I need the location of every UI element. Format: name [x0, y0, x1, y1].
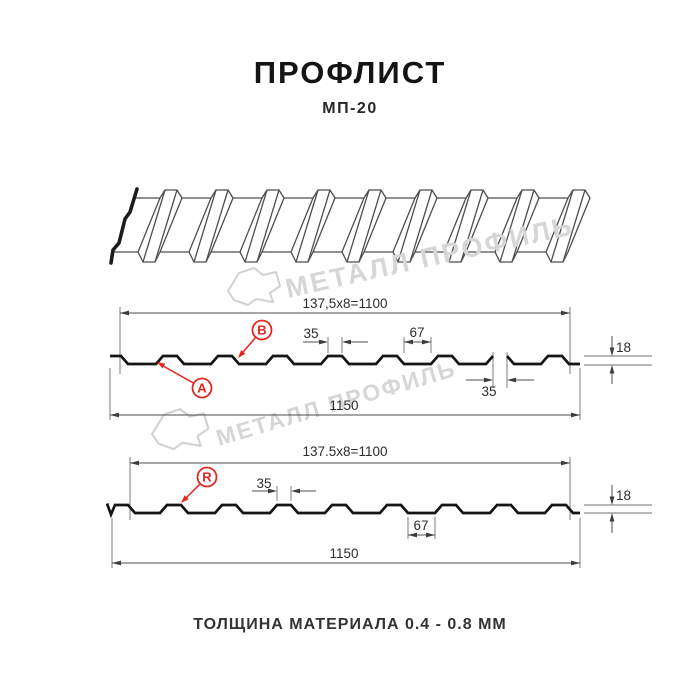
sheet-3d-drawing: [109, 187, 591, 265]
cross-section-top: 137,5x8=1100 35 67 35 18 1150 A B: [109, 296, 652, 420]
label-r-callout: R: [181, 466, 218, 503]
cross-section-bottom: 137.5x8=1100 35 67 18 1150 R: [105, 444, 652, 568]
svg-text:R: R: [202, 470, 212, 485]
svg-text:A: A: [197, 381, 207, 396]
sheet-3d-rib-lines: [137, 189, 591, 263]
watermark-mid-page: МЕТАЛЛ ПРОФИЛЬ: [151, 355, 459, 451]
dim-crest-width: 35: [256, 476, 271, 491]
dim-overall-width: 1150: [329, 546, 358, 561]
dim-pitch-formula: 137.5x8=1100: [303, 444, 388, 459]
sheet-3d-cut-edge: [109, 187, 139, 265]
dimension-lines: [110, 312, 613, 416]
brand-logo-icon: [227, 267, 281, 306]
dim-overall-width: 1150: [329, 398, 358, 413]
label-b-callout: B: [238, 319, 273, 358]
dim-pitch-formula: 137,5x8=1100: [303, 296, 388, 311]
dim-crest-width-bottom: 35: [481, 384, 496, 399]
extension-lines: [111, 457, 652, 568]
dim-valley-width: 67: [413, 518, 428, 533]
label-a-callout: A: [157, 362, 213, 399]
profile-model-subtitle: МП-20: [322, 100, 378, 117]
dim-profile-height: 18: [616, 340, 631, 355]
dim-crest-width: 35: [303, 326, 318, 341]
dimension-arrowheads: [110, 310, 615, 418]
profile-outline: [105, 503, 580, 519]
brand-logo-icon: [151, 408, 210, 451]
dimension-arrowheads: [112, 460, 615, 566]
material-thickness-note: ТОЛЩИНА МАТЕРИАЛА 0.4 - 0.8 ММ: [193, 616, 507, 633]
page-title: ПРОФЛИСТ: [253, 55, 447, 90]
svg-text:B: B: [257, 323, 266, 338]
profile-outline-after-gap: [505, 354, 580, 366]
dim-valley-width: 67: [409, 325, 424, 340]
sheet-3d-fill: [113, 190, 590, 262]
profile-outline: [110, 354, 495, 366]
dim-profile-height: 18: [616, 488, 631, 503]
dimension-lines: [112, 462, 613, 564]
extension-lines: [109, 307, 652, 420]
